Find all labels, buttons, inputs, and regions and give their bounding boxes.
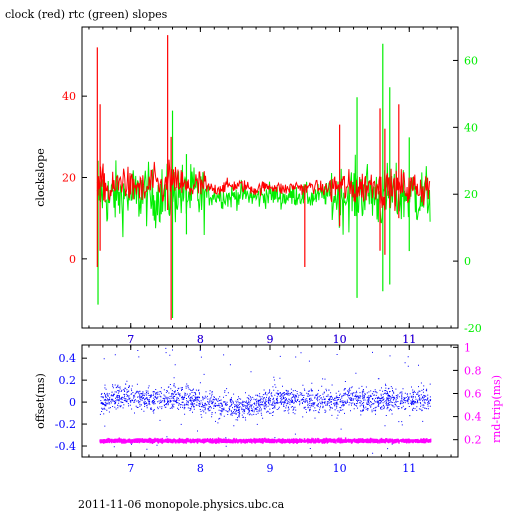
top-y2-tick-label: 0 [464,255,471,268]
bottom-y2-tick-label: 0.2 [464,434,482,447]
top-y-tick-label: 20 [62,172,76,185]
top-y2-tick-label: 60 [464,54,478,67]
bottom-y2-axis-label: rnd-trip(ms) [490,375,503,443]
bottom-x-tick-label: 9 [267,462,274,475]
roundtrip-scatter-points [99,437,432,444]
bottom-y-tick-label: 0.4 [59,352,77,365]
bottom-y2-tick-label: 0.8 [464,364,482,377]
bottom-y2-tick-label: 1 [464,341,471,354]
bottom-series-layer [99,347,432,454]
bottom-x-top-tick-label: 8 [197,333,204,346]
top-y-tick-label: 40 [62,90,76,103]
top-y2-tick-label: 20 [464,188,478,201]
top-x-tick-label: 7 [127,333,134,346]
footer-label: 2011-11-06 monopole.physics.ubc.ca [78,498,285,511]
bottom-y-tick-label: 0.2 [59,374,77,387]
offset-scatter-points [99,347,432,454]
top-x-tick-label: 10 [333,333,347,346]
bottom-x-top-tick-label: 7 [127,333,134,346]
bottom-y-tick-label: 0 [69,396,76,409]
bottom-y2-tick-label: 0.4 [464,411,482,424]
top-x-tick-label: 9 [267,333,274,346]
bottom-x-tick-label: 11 [402,462,416,475]
clock-series-line [96,159,431,212]
bottom-x-top-tick-label: 10 [333,333,347,346]
bottom-x-tick-label: 7 [127,462,134,475]
bottom-x-top-tick-label: 9 [267,333,274,346]
rtc-series-line [96,154,431,238]
bottom-x-tick-label: 10 [333,462,347,475]
clock-slope-panel: 7 8 9 10 11 0 20 40 -20 0 20 40 60 clockslope [34,26,482,346]
top-x-tick-label: 11 [402,333,416,346]
bottom-y-tick-label: -0.2 [55,418,76,431]
offset-roundtrip-panel: 7 7 8 8 9 9 10 10 11 11 -0.4 -0.2 0 0.2 0.4 0.2 0.4 0.6 0.… [34,333,503,475]
chart-title: clock (red) rtc (green) slopes [5,8,168,21]
bottom-y2-tick-label: 0.6 [464,387,482,400]
top-series-layer [96,35,431,320]
top-y-tick-label: 0 [69,253,76,266]
top-y2-tick-label: 40 [464,121,478,134]
top-y-axis-label: clockslope [34,148,47,206]
bottom-y-tick-label: -0.4 [55,440,76,453]
bottom-y-axis-label: offset(ms) [34,373,47,429]
bottom-x-top-tick-label: 11 [402,333,416,346]
top-y2-tick-label: -20 [464,322,482,335]
top-x-tick-label: 8 [197,333,204,346]
bottom-x-tick-label: 8 [197,462,204,475]
